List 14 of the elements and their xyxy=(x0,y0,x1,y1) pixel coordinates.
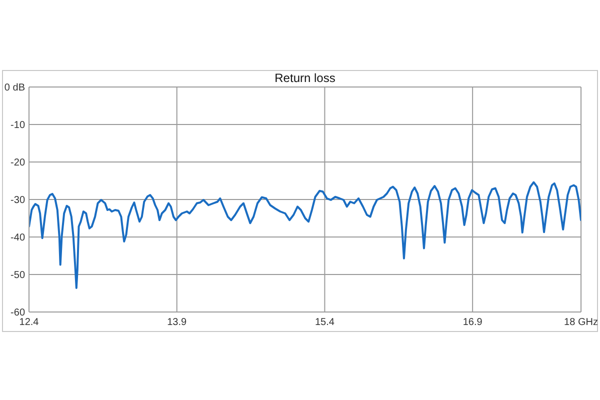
y-tick-label: -20 xyxy=(10,158,26,168)
x-tick-label: 15.4 xyxy=(314,317,335,328)
chart-title: Return loss xyxy=(274,71,336,86)
y-tick-label: -50 xyxy=(10,270,26,281)
y-tick-label: -40 xyxy=(10,232,26,244)
x-tick-label: 18 GHz xyxy=(564,317,598,328)
y-tick-label: -60 xyxy=(10,308,26,318)
x-tick-label: 12.4 xyxy=(19,317,40,328)
x-tick-label: 13.9 xyxy=(167,317,188,328)
y-tick-label: -30 xyxy=(10,195,26,206)
line-series xyxy=(29,181,581,289)
x-tick-label: 16.9 xyxy=(462,317,483,328)
y-tick-label: -10 xyxy=(10,120,26,131)
y-tick-label: 0 dB xyxy=(4,82,26,94)
